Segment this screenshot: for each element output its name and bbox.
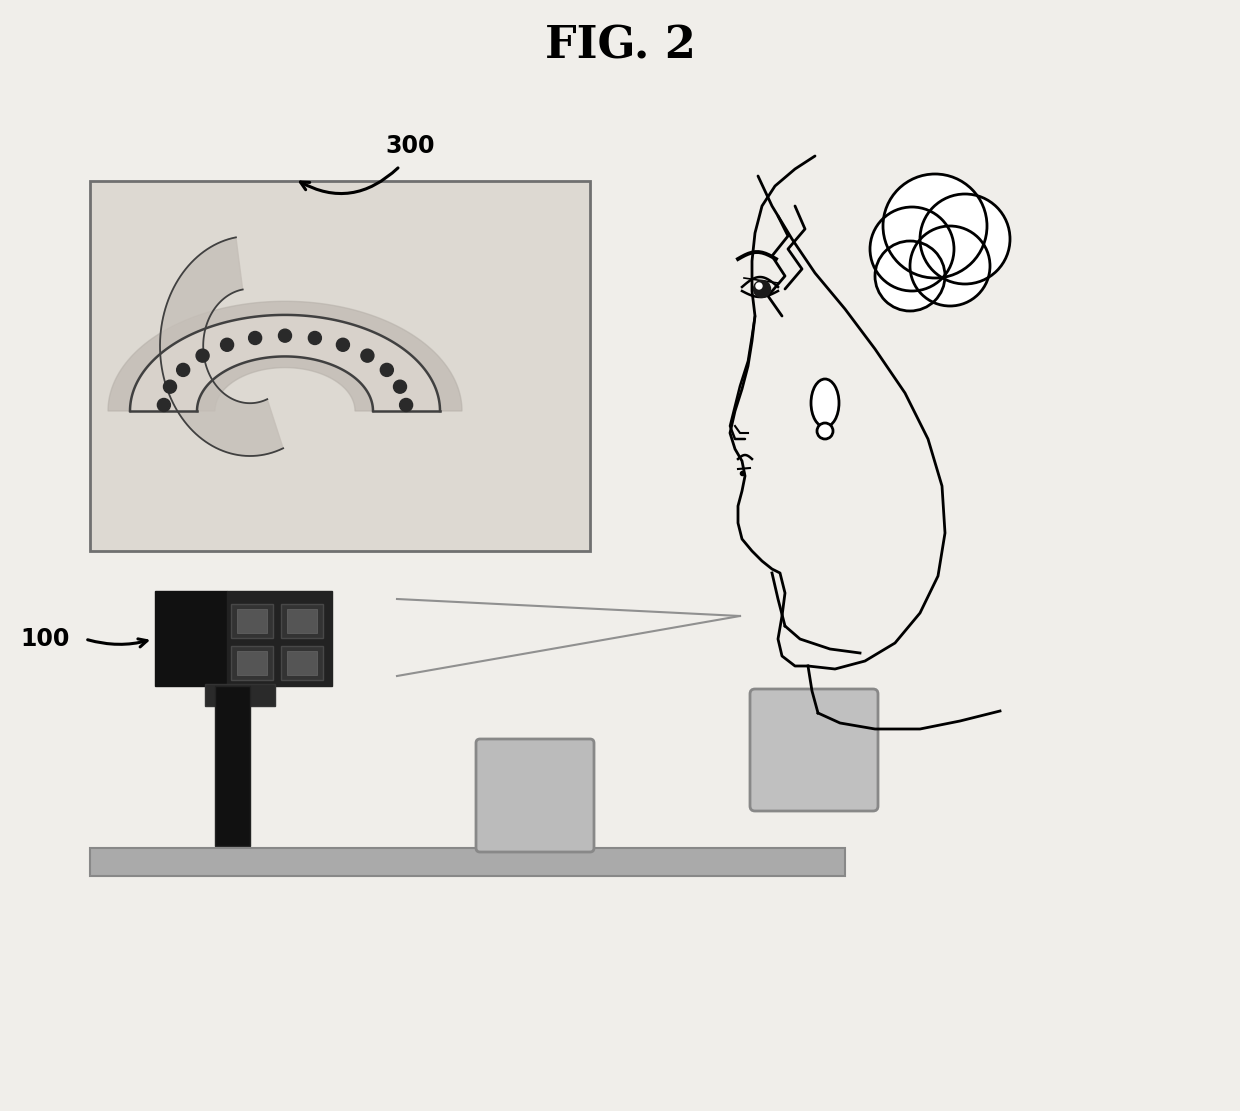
Circle shape [157, 399, 170, 411]
Circle shape [393, 380, 407, 393]
FancyBboxPatch shape [281, 645, 322, 680]
Circle shape [361, 349, 374, 362]
Circle shape [249, 331, 262, 344]
Circle shape [756, 283, 763, 289]
FancyBboxPatch shape [215, 685, 250, 845]
Ellipse shape [811, 379, 839, 427]
Circle shape [381, 363, 393, 377]
Circle shape [870, 207, 954, 291]
FancyBboxPatch shape [227, 591, 332, 685]
Polygon shape [160, 238, 283, 456]
Circle shape [399, 399, 413, 411]
Circle shape [817, 423, 833, 439]
FancyBboxPatch shape [286, 651, 317, 675]
Text: 100: 100 [20, 627, 69, 651]
Circle shape [754, 280, 770, 298]
FancyBboxPatch shape [91, 848, 844, 875]
FancyBboxPatch shape [281, 604, 322, 638]
Circle shape [176, 363, 190, 377]
Circle shape [920, 194, 1011, 284]
Circle shape [309, 331, 321, 344]
Polygon shape [130, 314, 440, 411]
Circle shape [279, 329, 291, 342]
Circle shape [336, 338, 350, 351]
FancyBboxPatch shape [231, 645, 273, 680]
Text: 300: 300 [386, 134, 435, 158]
Circle shape [875, 241, 945, 311]
Text: FIG. 2: FIG. 2 [544, 24, 696, 68]
FancyBboxPatch shape [237, 651, 267, 675]
FancyBboxPatch shape [750, 689, 878, 811]
Circle shape [164, 380, 176, 393]
Circle shape [910, 226, 990, 306]
Polygon shape [108, 301, 463, 411]
Circle shape [883, 174, 987, 278]
Circle shape [221, 338, 233, 351]
FancyBboxPatch shape [237, 609, 267, 633]
FancyBboxPatch shape [155, 591, 227, 685]
FancyBboxPatch shape [231, 604, 273, 638]
FancyBboxPatch shape [286, 609, 317, 633]
FancyBboxPatch shape [91, 181, 590, 551]
FancyBboxPatch shape [476, 739, 594, 852]
FancyBboxPatch shape [205, 684, 275, 705]
Circle shape [196, 349, 210, 362]
